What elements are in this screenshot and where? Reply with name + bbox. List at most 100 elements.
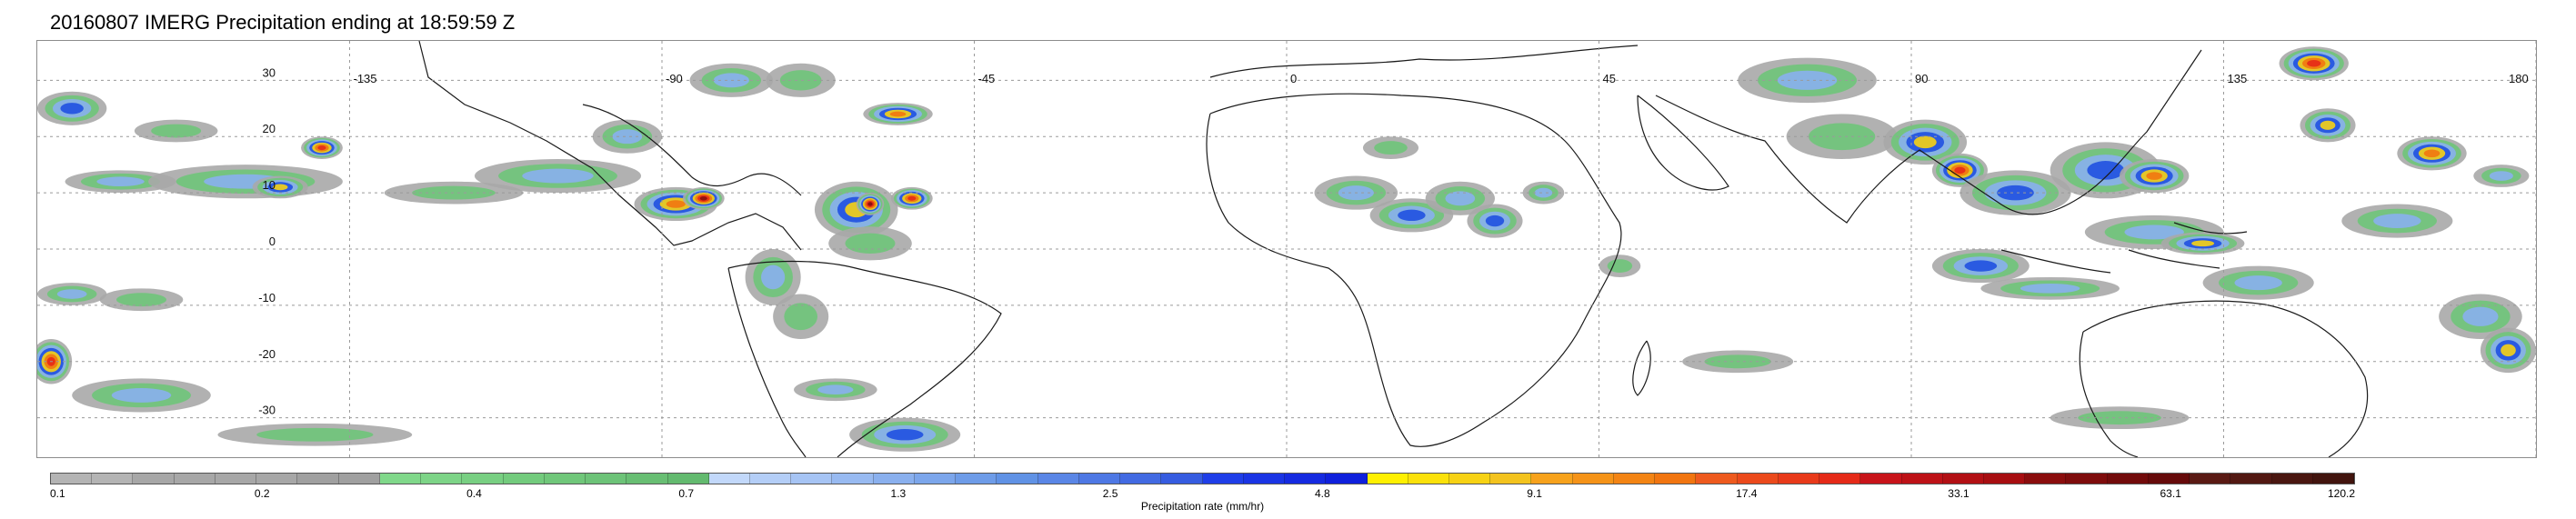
colorbar-cell xyxy=(791,474,833,484)
precip-cell xyxy=(37,339,73,384)
colorbar-cell xyxy=(749,474,792,484)
precip-cell xyxy=(99,288,184,312)
precip-contour xyxy=(886,429,924,441)
precip-contour xyxy=(845,233,896,254)
precip-contour xyxy=(612,129,643,145)
colorbar-cell xyxy=(1243,474,1286,484)
lon-label: -90 xyxy=(666,72,683,85)
lat-label: 0 xyxy=(269,235,276,248)
map-title: 20160807 IMERG Precipitation ending at 1… xyxy=(50,11,516,34)
colorbar-cell xyxy=(708,474,750,484)
colorbar-cell xyxy=(1984,474,2026,484)
precip-cell xyxy=(252,175,308,199)
colorbar-cell xyxy=(1408,474,1449,484)
precip-contour xyxy=(2307,60,2321,67)
colorbar-cell xyxy=(51,474,93,484)
colorbar-cell xyxy=(873,474,915,484)
precipitation-map[interactable]: -135 -90 -45 0 45 90 135 180 30 20 10 0 -10 -20 -30 xyxy=(36,40,2537,458)
longitude-labels: -135 -90 -45 0 45 90 135 180 xyxy=(354,72,2529,85)
precip-cell xyxy=(2120,158,2190,194)
colorbar-cell xyxy=(1613,474,1656,484)
coastline-indonesia xyxy=(2000,222,2248,274)
precip-contour xyxy=(1913,135,1937,149)
lon-label: 135 xyxy=(2228,72,2248,85)
colorbar-cell xyxy=(1202,474,1244,484)
precip-cell xyxy=(1931,249,2030,284)
precip-contour xyxy=(317,145,326,151)
precip-cell xyxy=(2341,204,2453,238)
colorbar-cell xyxy=(92,474,134,484)
precip-cell xyxy=(863,103,933,125)
colorbar-cell xyxy=(832,474,874,484)
colorbar-cell xyxy=(174,474,216,484)
colorbar-tick-label: 9.1 xyxy=(1527,487,1542,500)
colorbar-tick-label: 63.1 xyxy=(2160,487,2181,500)
precip-contour xyxy=(1964,260,1998,272)
precip-cell xyxy=(2300,108,2356,143)
colorbar-cell xyxy=(626,474,668,484)
colorbar-cell xyxy=(1737,474,1779,484)
colorbar-cell xyxy=(2312,474,2355,484)
coastline-north-america xyxy=(418,41,802,251)
precipitation-layer xyxy=(37,46,2536,452)
lat-label: -10 xyxy=(258,291,276,304)
colorbar-cell xyxy=(1367,474,1408,484)
coastline-australia xyxy=(2079,300,2369,457)
map-canvas: -135 -90 -45 0 45 90 135 180 30 20 10 0 -10 -20 -30 xyxy=(37,41,2536,457)
lat-label: 20 xyxy=(263,122,276,135)
precip-cell xyxy=(856,193,885,215)
precip-contour xyxy=(1607,259,1633,273)
precip-cell xyxy=(2473,165,2530,187)
colorbar-cell xyxy=(379,474,422,484)
precip-cell xyxy=(1599,255,1641,277)
lon-label: 45 xyxy=(1603,72,1616,85)
colorbar-cell xyxy=(1901,474,1943,484)
precip-contour xyxy=(1374,141,1408,155)
precip-contour xyxy=(2501,344,2516,357)
lon-label: 180 xyxy=(2509,72,2529,85)
colorbar-cell xyxy=(2271,474,2313,484)
colorbar-cell xyxy=(2107,474,2149,484)
colorbar-cell xyxy=(1078,474,1121,484)
colorbar-cell xyxy=(544,474,586,484)
precip-contour xyxy=(1398,209,1426,222)
precip-cell xyxy=(65,170,176,194)
colorbar-cell xyxy=(586,474,627,484)
colorbar-cell xyxy=(2025,474,2067,484)
precip-cell xyxy=(828,226,912,261)
colorbar-cell xyxy=(667,474,709,484)
precip-contour xyxy=(111,387,172,403)
colorbar-cell xyxy=(2230,474,2272,484)
precip-cell xyxy=(72,378,211,413)
precip-cell xyxy=(1425,181,1496,215)
precip-cell xyxy=(1786,114,1898,159)
coastline-layer xyxy=(418,41,2369,457)
precip-cell xyxy=(1522,181,1565,205)
precip-contour xyxy=(2191,240,2215,247)
colorbar-strip xyxy=(50,473,2355,484)
precip-contour xyxy=(151,124,202,138)
colorbar-tick-label: 0.4 xyxy=(466,487,482,500)
precip-cell xyxy=(37,283,107,305)
lat-label: 30 xyxy=(263,65,276,79)
precip-cell xyxy=(2160,232,2245,255)
coastline-africa xyxy=(1206,93,1622,447)
precip-contour xyxy=(1954,166,1966,175)
precip-contour xyxy=(256,427,374,442)
precip-contour xyxy=(1485,215,1505,227)
colorbar-cell xyxy=(2190,474,2231,484)
precip-contour xyxy=(867,202,873,206)
colorbar-cell xyxy=(421,474,463,484)
precip-cell xyxy=(1960,170,2071,215)
precip-cell xyxy=(1931,153,1988,187)
coastline-europe-asia xyxy=(1209,45,2202,224)
colorbar-cell xyxy=(1860,474,1902,484)
precip-contour xyxy=(666,200,686,208)
precip-contour xyxy=(1997,185,2034,201)
colorbar-cell xyxy=(1120,474,1162,484)
precip-contour xyxy=(2146,172,2162,180)
precip-contour xyxy=(907,195,917,201)
colorbar-cell xyxy=(1531,474,1573,484)
precip-cell xyxy=(1362,136,1419,159)
colorbar-cell xyxy=(1819,474,1861,484)
